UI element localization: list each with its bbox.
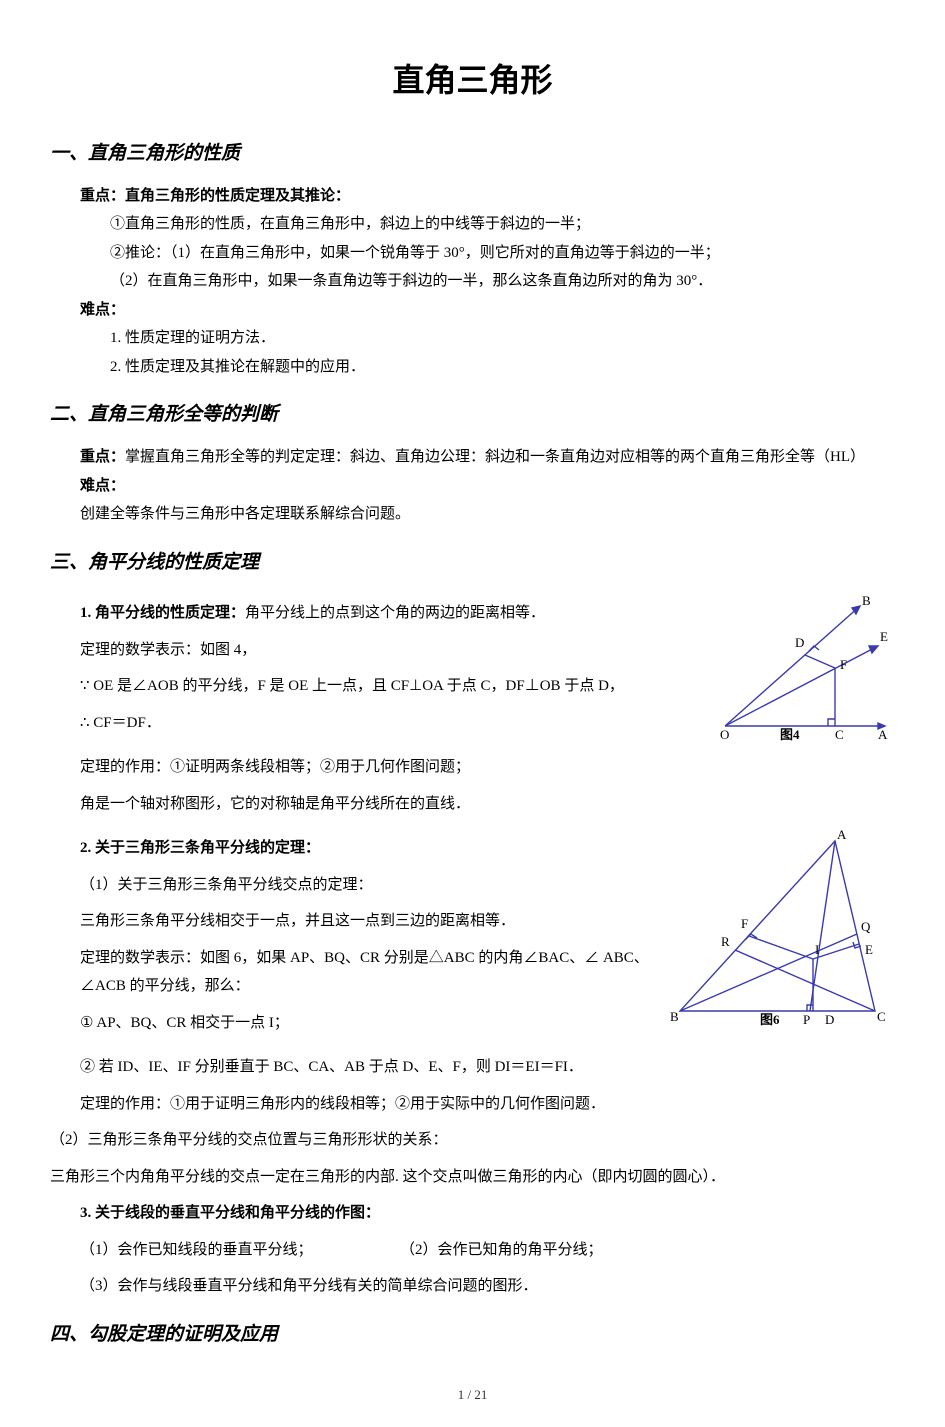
svg-text:A: A [837,827,847,842]
sec2-p1: 重点：掌握直角三角形全等的判定定理：斜边、直角边公理：斜边和一条直角边对应相等的… [80,443,895,472]
sec3-g1-p4: ∴ CF＝DF． [80,709,700,738]
svg-text:图6: 图6 [760,1012,780,1026]
svg-text:P: P [803,1012,810,1026]
svg-text:D: D [795,635,804,650]
sec1-p6: 1. 性质定理的证明方法． [110,324,895,353]
sec3-g3-p2: 三角形三个内角角平分线的交点一定在三角形的内部. 这个交点叫做三角形的内心（即内… [50,1163,895,1192]
figure-4: O A B C D E F 图4 [710,591,895,741]
sec3-g4-p2: （1）会作已知线段的垂直平分线； （2）会作已知角的角平分线； [80,1236,895,1265]
sec3-g3-p1: （2）三角形三条角平分线的交点位置与三角形形状的关系： [50,1126,895,1155]
svg-text:C: C [835,727,844,741]
svg-text:A: A [878,727,888,741]
page-title: 直角三角形 [50,50,895,111]
section-4-heading: 四、勾股定理的证明及应用 [50,1317,895,1353]
sec3-g2-p3: 三角形三条角平分线相交于一点，并且这一点到三边的距离相等． [80,907,655,936]
sec3-g1-p1: 1. 角平分线的性质定理：角平分线上的点到这个角的两边的距离相等． [80,599,700,628]
sec3-g1-p2: 定理的数学表示：如图 4， [80,636,700,665]
sec3-g4-p3: （3）会作与线段垂直平分线和角平分线有关的简单综合问题的图形． [80,1272,895,1301]
sec1-p5: 难点： [80,296,895,325]
sec1-p1: 重点：直角三角形的性质定理及其推论： [80,182,895,211]
sec1-p2: ①直角三角形的性质，在直角三角形中，斜边上的中线等于斜边的一半； [110,210,895,239]
sec1-p7: 2. 性质定理及其推论在解题中的应用． [110,353,895,382]
svg-text:B: B [670,1009,679,1024]
sec3-g1-p5: 定理的作用：①证明两条线段相等；②用于几何作图问题； [80,753,895,782]
svg-text:O: O [720,727,729,741]
section-3-heading: 三、角平分线的性质定理 [50,545,895,581]
figure-6: A B C I P D Q E R F 图6 [665,826,895,1026]
svg-text:Q: Q [861,919,871,934]
svg-text:F: F [840,657,847,672]
sec3-g4-p1: 3. 关于线段的垂直平分线和角平分线的作图： [80,1199,895,1228]
section-1-heading: 一、直角三角形的性质 [50,136,895,172]
svg-text:I: I [815,942,819,957]
svg-text:E: E [865,942,873,957]
sec2-p3: 创建全等条件与三角形中各定理联系解综合问题。 [80,500,895,529]
sec3-g2-p4: 定理的数学表示：如图 6，如果 AP、BQ、CR 分别是△ABC 的内角∠BAC… [80,944,655,1001]
svg-text:D: D [825,1012,834,1026]
svg-text:图4: 图4 [780,727,800,741]
svg-text:E: E [880,629,888,644]
sec3-g2-p7: 定理的作用：①用于证明三角形内的线段相等；②用于实际中的几何作图问题． [80,1090,895,1119]
svg-text:R: R [721,934,730,949]
sec3-g1-p6: 角是一个轴对称图形，它的对称轴是角平分线所在的直线． [80,790,895,819]
sec1-p4: （2）在直角三角形中，如果一条直角边等于斜边的一半，那么这条直角边所对的角为 3… [110,267,895,296]
sec3-g2-p2: （1）关于三角形三条角平分线交点的定理： [80,871,655,900]
sec3-g2-p6: ② 若 ID、IE、IF 分别垂直于 BC、CA、AB 于点 D、E、F，则 D… [80,1053,895,1082]
sec1-p3: ②推论：（1）在直角三角形中，如果一个锐角等于 30°，则它所对的直角边等于斜边… [110,239,895,268]
sec3-g1-p3: ∵ OE 是∠AOB 的平分线，F 是 OE 上一点，且 CF⊥OA 于点 C，… [80,672,700,701]
sec3-g2-p5: ① AP、BQ、CR 相交于一点 I； [80,1009,655,1038]
svg-text:B: B [862,593,871,608]
sec3-g2-p1: 2. 关于三角形三条角平分线的定理： [80,834,655,863]
page-number: 1 / 21 [50,1383,895,1408]
svg-text:C: C [877,1009,886,1024]
svg-text:F: F [741,916,748,931]
section-2-heading: 二、直角三角形全等的判断 [50,397,895,433]
sec2-p2: 难点： [80,472,895,501]
